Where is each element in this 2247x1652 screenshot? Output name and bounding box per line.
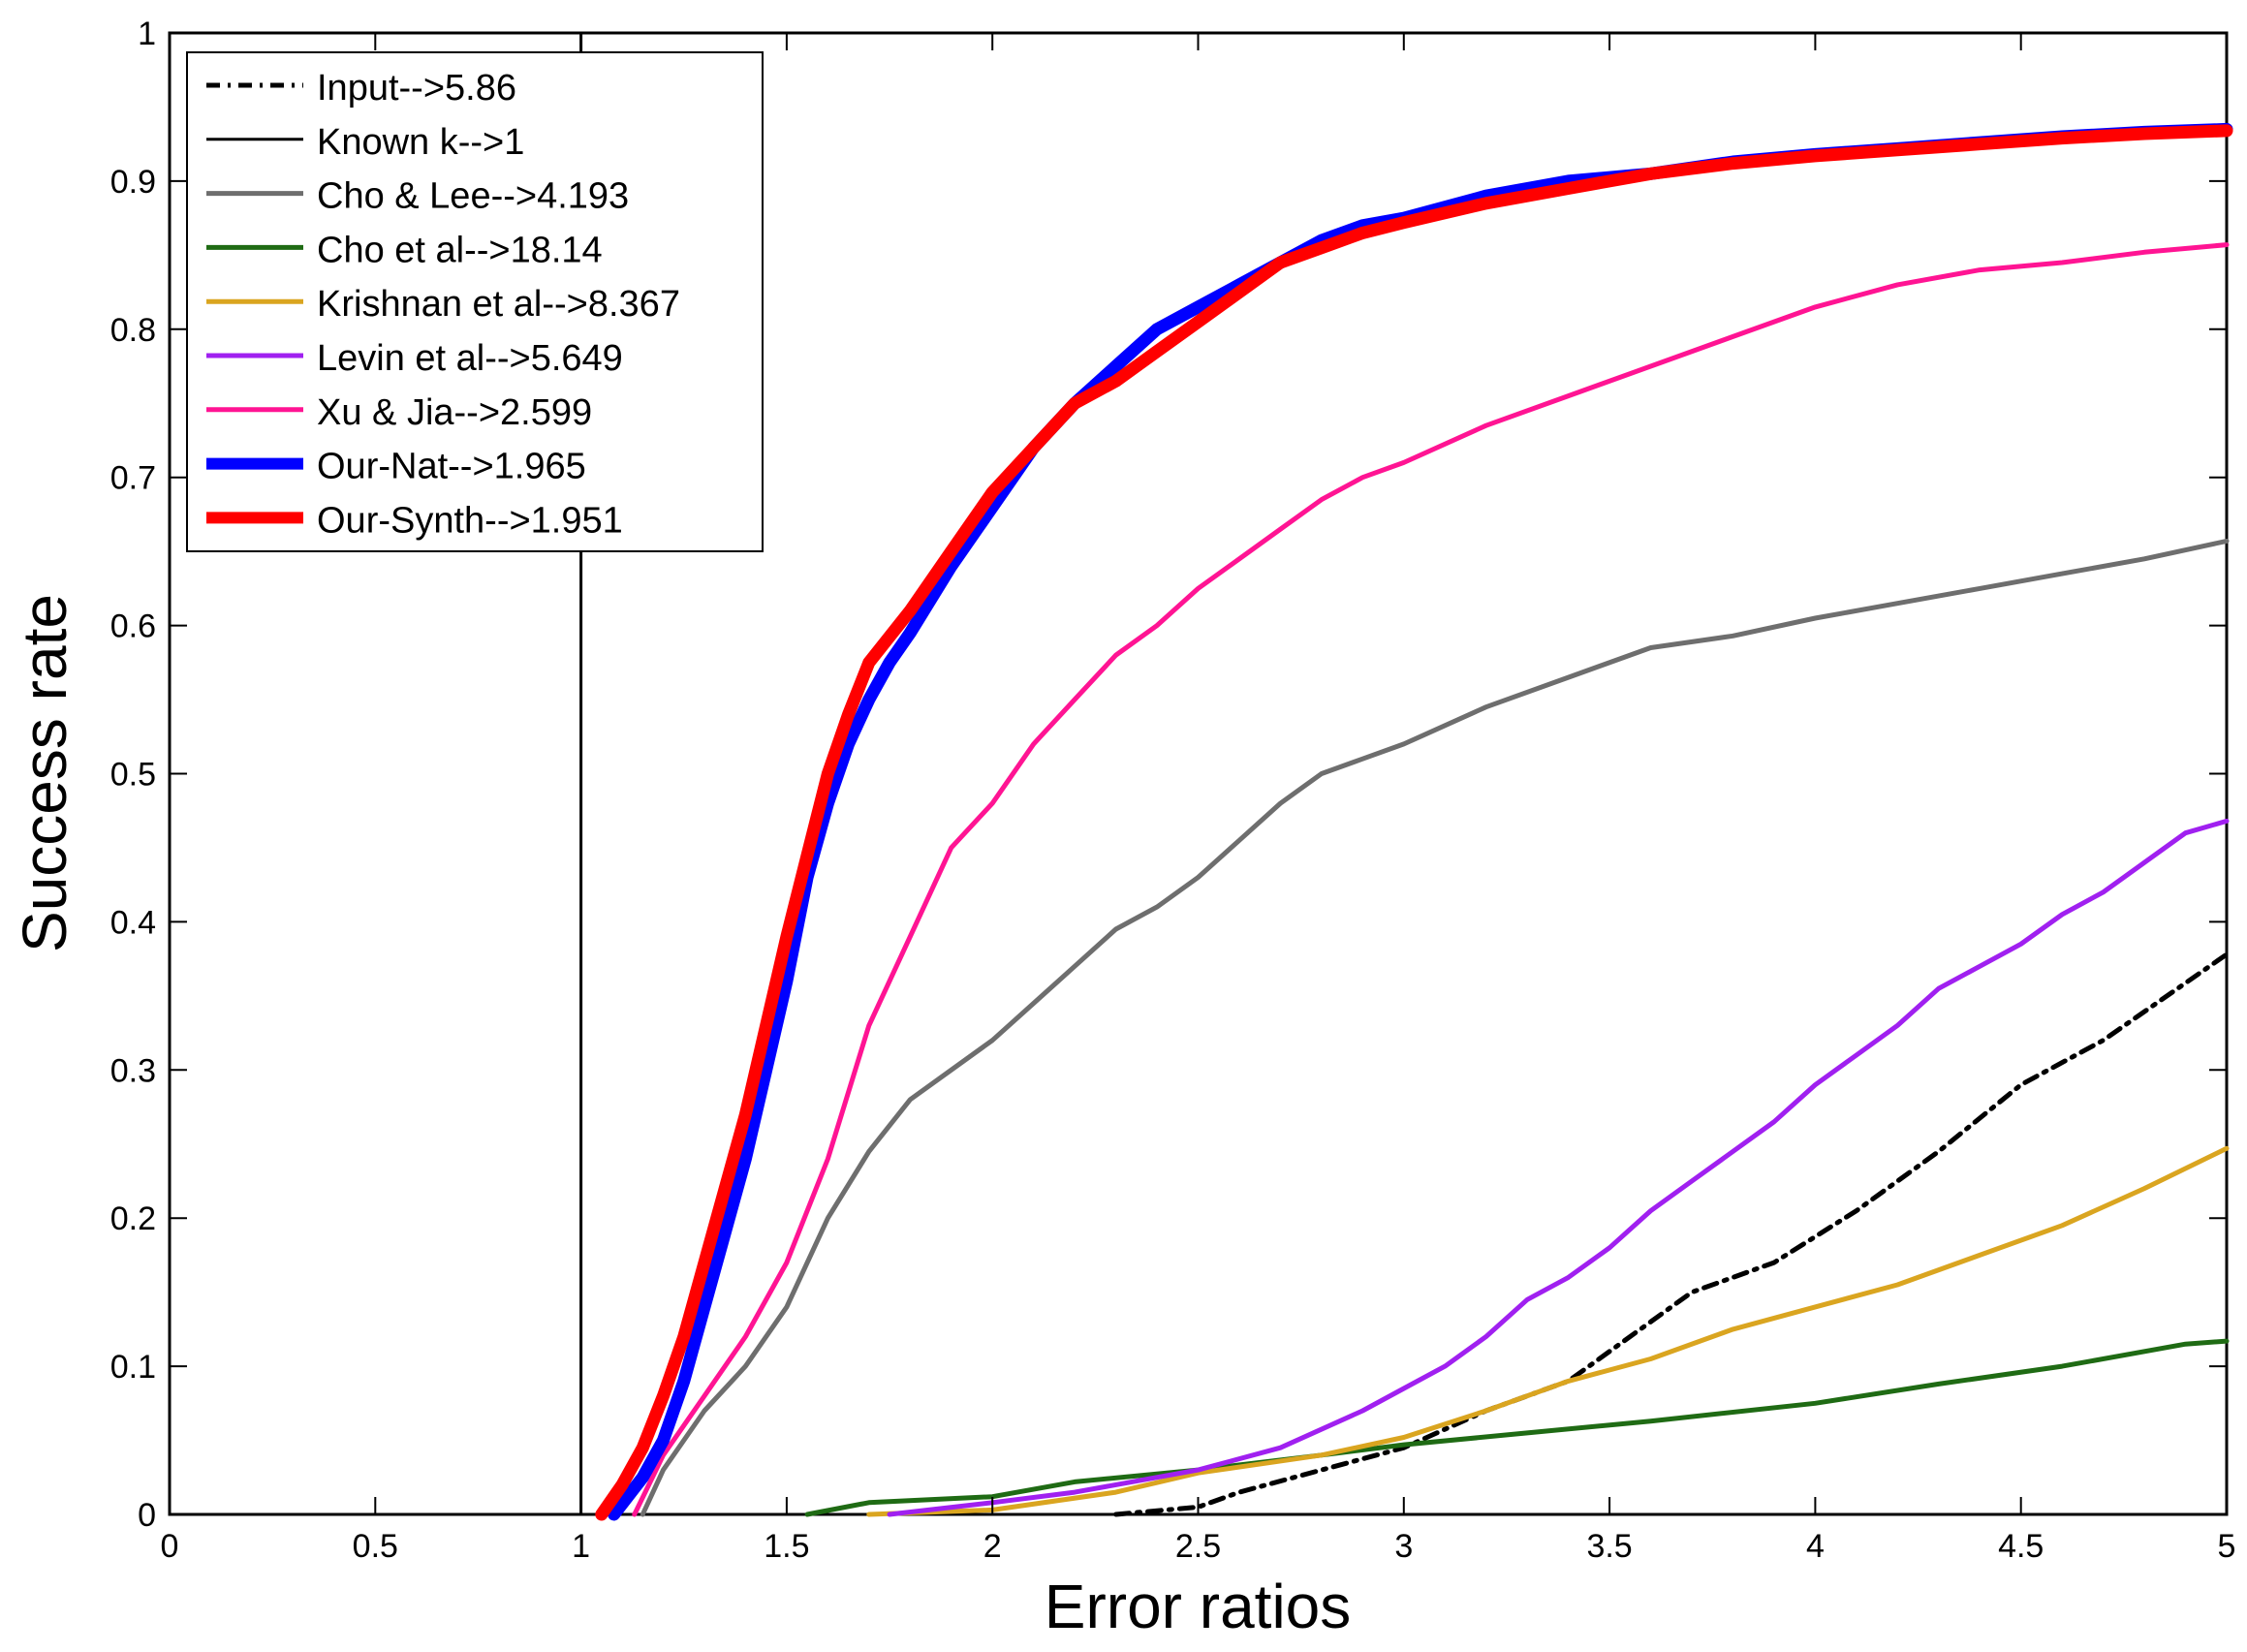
legend-label-0: Input-->5.86 [317, 68, 516, 109]
y-tick-label: 0.3 [110, 1052, 156, 1089]
x-tick-label: 0 [161, 1528, 179, 1565]
legend-label-7: Our-Nat-->1.965 [317, 447, 586, 487]
y-tick-label: 0.6 [110, 608, 156, 645]
series-line-3 [804, 1338, 2230, 1517]
y-tick-label: 0.8 [110, 312, 156, 349]
x-tick-label: 4 [1806, 1528, 1825, 1565]
series-line-0 [1113, 951, 2230, 1517]
legend: Input-->5.86 Known k-->1 Cho & Lee-->4.193… [186, 51, 764, 552]
series-line-4 [866, 1145, 2230, 1517]
y-tick-label: 0 [138, 1497, 156, 1534]
y-tick-label: 1 [138, 16, 156, 52]
x-tick-label: 5 [2218, 1528, 2236, 1565]
legend-label-3: Cho et al-->18.14 [317, 230, 603, 270]
x-axis-ticks: 0 0.5 1 1.5 2 2.5 3 3.5 4 4.5 5 [161, 33, 2236, 1565]
x-tick-label: 3.5 [1586, 1528, 1632, 1565]
legend-label-4: Krishnan et al-->8.367 [317, 284, 680, 325]
x-tick-label: 2 [983, 1528, 1002, 1565]
x-tick-label: 1.5 [764, 1528, 809, 1565]
x-tick-label: 3 [1394, 1528, 1413, 1565]
x-tick-label: 2.5 [1175, 1528, 1221, 1565]
y-tick-label: 0.4 [110, 904, 156, 941]
y-axis-ticks: 0 0.1 0.2 0.3 0.4 0.5 0.6 0.7 0.8 0.9 1 [110, 16, 2227, 1534]
y-tick-label: 0.2 [110, 1200, 156, 1237]
series-line-8 [595, 124, 2233, 1521]
x-axis-label: Error ratios [1045, 1572, 1352, 1641]
y-tick-label: 0.9 [110, 164, 156, 201]
legend-label-1: Known k-->1 [317, 122, 524, 163]
y-tick-label: 0.5 [110, 757, 156, 794]
series-line-2 [640, 538, 2230, 1517]
legend-label-6: Xu & Jia-->2.599 [317, 392, 592, 433]
y-tick-label: 0.1 [110, 1349, 156, 1386]
x-tick-label: 0.5 [353, 1528, 398, 1565]
series-layer [579, 31, 2233, 1521]
legend-label-2: Cho & Lee-->4.193 [317, 176, 629, 217]
x-tick-label: 4.5 [1998, 1528, 2044, 1565]
x-tick-label: 1 [572, 1528, 590, 1565]
legend-label-8: Our-Synth-->1.951 [317, 500, 623, 541]
series-line-5 [887, 818, 2230, 1517]
y-tick-label: 0.7 [110, 460, 156, 497]
y-axis-label: Success rate [10, 594, 79, 952]
series-line-6 [632, 242, 2230, 1517]
legend-label-5: Levin et al-->5.649 [317, 338, 623, 379]
